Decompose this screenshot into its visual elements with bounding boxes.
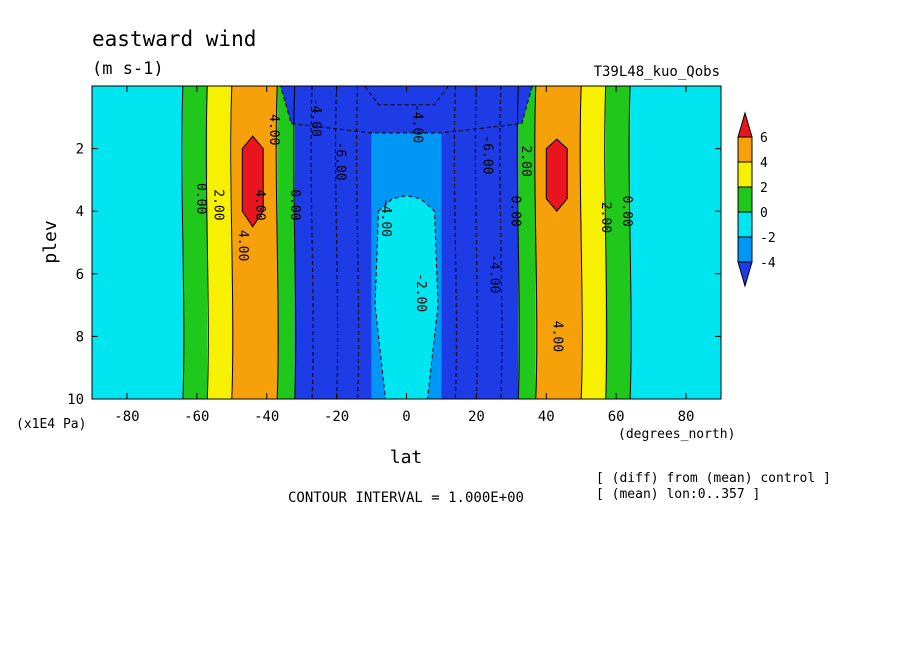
contour-solid [579, 86, 583, 399]
contour-label: 2.00 [518, 145, 533, 176]
contour-label: 4.00 [549, 321, 564, 352]
y-tick-label: 4 [76, 204, 84, 220]
contour-closed [545, 138, 568, 212]
contour-closed [363, 86, 450, 106]
southern-jet-max [242, 136, 264, 227]
x-tick-label: 40 [538, 409, 555, 425]
field-band [92, 86, 183, 399]
chart-units: (m s-1) [92, 59, 164, 79]
field-band [581, 86, 606, 399]
contour-label: 0.00 [193, 183, 208, 214]
x-tick-label: -60 [184, 409, 209, 425]
contour-label: 0.00 [507, 196, 522, 227]
field-band [277, 86, 295, 399]
contour-solid [275, 86, 279, 399]
x-tick-label: 0 [402, 409, 410, 425]
y-axis-units: (x1E4 Pa) [16, 417, 86, 432]
x-axis-units: (degrees_north) [618, 427, 735, 442]
contour-label: 0.00 [619, 196, 634, 227]
y-tick-label: 10 [67, 392, 84, 408]
contour-label: 4.00 [252, 189, 267, 220]
contour-solid [181, 86, 185, 399]
contour-dashed [310, 86, 314, 399]
contour-lines [181, 86, 632, 399]
contour-label: 4.00 [235, 230, 250, 261]
x-axis-ticks: -80 -60 -40 -20 0 20 40 60 80 [114, 86, 694, 425]
contour-solid [534, 86, 538, 399]
contour-closed [280, 86, 533, 134]
colorbar-label: 4 [760, 156, 768, 171]
contour-dashed [356, 86, 360, 399]
contour-dashed [499, 86, 503, 399]
y-tick-label: 6 [76, 267, 84, 283]
colorbar: 6 4 2 0 -2 -4 [737, 111, 776, 288]
colorbar-segment [737, 236, 753, 263]
colorbar-segment [737, 186, 753, 213]
contour-label: -4.00 [486, 254, 501, 293]
weak-easterly-core [375, 195, 438, 399]
field-band [605, 86, 631, 399]
colorbar-top-arrow [737, 111, 753, 138]
stratospheric-jet-cap [364, 86, 449, 105]
contour-label: -6.00 [479, 135, 494, 174]
contour-dashed [474, 86, 478, 399]
field-band [294, 86, 372, 399]
y-tick-label: 2 [76, 142, 84, 158]
x-tick-label: -40 [254, 409, 279, 425]
contour-label: 4.00 [266, 114, 281, 145]
colorbar-bottom-arrow [737, 261, 753, 288]
contour-dashed [453, 86, 457, 399]
contour-solid [205, 86, 209, 399]
contour-label: -2.00 [413, 273, 428, 312]
x-tick-label: 20 [468, 409, 485, 425]
field-band [207, 86, 232, 399]
colorbar-label: 0 [760, 206, 768, 221]
colorbar-label: -2 [760, 231, 776, 246]
contour-dashed [335, 86, 339, 399]
colorbar-label: 6 [760, 131, 768, 146]
field-band [535, 86, 582, 399]
contour-label: -4.00 [378, 198, 393, 237]
field-band [518, 86, 536, 399]
colorbar-segment [737, 211, 753, 238]
wind-field [92, 86, 721, 399]
field-band [630, 86, 721, 399]
y-axis-label: plev [40, 220, 61, 263]
field-band [182, 86, 208, 399]
contour-label: -4.00 [308, 98, 323, 137]
experiment-label: T39L48_kuo_Qobs [594, 64, 720, 80]
contour-interval: CONTOUR INTERVAL = 1.000E+00 [288, 490, 524, 506]
chart-title: eastward wind [92, 27, 256, 51]
y-tick-label: 8 [76, 329, 84, 345]
colorbar-segment [737, 161, 753, 188]
y-axis-ticks: 2 4 6 8 10 [67, 142, 721, 408]
contour-label: 0.00 [287, 189, 302, 220]
contour-label: 2.00 [210, 189, 225, 220]
colorbar-label: -4 [760, 256, 776, 271]
northern-jet-max [546, 139, 568, 212]
colorbar-label: 2 [760, 181, 768, 196]
contour-label: -4.00 [409, 104, 424, 143]
mean-note: [ (mean) lon:0..357 ] [596, 487, 760, 502]
contour-solid [604, 86, 608, 399]
x-tick-label: -80 [114, 409, 139, 425]
contour-labels: 0.00 2.004.004.004.000.00-6.00-4.00-4.00-… [193, 98, 634, 352]
diff-note: [ (diff) from (mean) control ] [596, 471, 831, 486]
x-axis-label: lat [390, 447, 423, 468]
field-band [441, 86, 519, 399]
x-tick-label: 80 [678, 409, 695, 425]
contour-label: 2.00 [598, 202, 613, 233]
colorbar-segment [737, 136, 753, 163]
contour-closed [241, 135, 264, 228]
contour-label: -6.00 [333, 142, 348, 181]
contour-solid [230, 86, 234, 399]
northern-weak-pocket [644, 142, 673, 384]
x-tick-label: 60 [608, 409, 625, 425]
x-tick-label: -20 [324, 409, 349, 425]
upper-easterly-cap [280, 86, 533, 133]
contour-closed [374, 195, 439, 399]
contour-solid [628, 86, 632, 399]
